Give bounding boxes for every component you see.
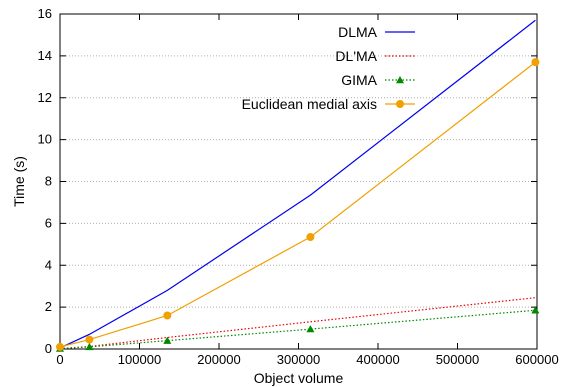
series-1 bbox=[59, 297, 536, 350]
series-3 bbox=[56, 58, 540, 351]
axis-ticks: 0 2 4 6 8 10 12 14 16 0 100000 200000 300000 400000 50… bbox=[38, 6, 559, 367]
data-point bbox=[531, 306, 540, 314]
series-layer bbox=[56, 19, 540, 352]
x-tick-label: 0 bbox=[56, 352, 63, 367]
grid-lines bbox=[60, 55, 537, 308]
series-line bbox=[59, 297, 536, 350]
legend-entry-0: DLMA bbox=[338, 24, 415, 40]
data-point bbox=[56, 342, 64, 351]
x-tick-label: 100000 bbox=[118, 352, 161, 367]
x-tick-label: 600000 bbox=[515, 352, 558, 367]
legend-entry-3: Euclidean medial axis bbox=[242, 96, 415, 112]
x-tick-label: 400000 bbox=[356, 352, 399, 367]
legend-label: GIMA bbox=[341, 72, 377, 88]
series-0 bbox=[59, 19, 536, 349]
x-tick-label: 200000 bbox=[197, 352, 240, 367]
y-tick-label: 6 bbox=[45, 215, 52, 230]
data-point bbox=[163, 336, 172, 344]
y-tick-label: 12 bbox=[38, 90, 52, 105]
series-line bbox=[59, 309, 536, 350]
data-point bbox=[85, 335, 94, 344]
legend-marker bbox=[396, 100, 404, 108]
y-tick-label: 2 bbox=[45, 299, 52, 314]
data-point bbox=[531, 58, 540, 67]
legend: DLMA DL'MA GIMA Euclidean medial axis bbox=[242, 24, 415, 112]
y-tick-label: 8 bbox=[45, 174, 52, 189]
y-tick-label: 0 bbox=[45, 341, 52, 356]
x-tick-label: 500000 bbox=[436, 352, 479, 367]
legend-label: Euclidean medial axis bbox=[242, 96, 377, 112]
legend-marker bbox=[396, 76, 404, 84]
legend-entry-2: GIMA bbox=[341, 72, 415, 88]
x-tick-label: 300000 bbox=[277, 352, 320, 367]
y-tick-label: 4 bbox=[45, 257, 52, 272]
x-axis-label: Object volume bbox=[254, 370, 344, 386]
series-line bbox=[59, 19, 536, 349]
legend-label: DLMA bbox=[338, 24, 378, 40]
y-tick-label: 14 bbox=[38, 48, 52, 63]
y-tick-label: 16 bbox=[38, 6, 52, 21]
data-point bbox=[306, 325, 315, 333]
data-point bbox=[85, 342, 94, 351]
y-tick-label: 10 bbox=[38, 132, 52, 147]
legend-entry-1: DL'MA bbox=[335, 48, 415, 64]
y-axis-label: Time (s) bbox=[11, 156, 27, 207]
data-point bbox=[163, 311, 172, 320]
data-point bbox=[306, 232, 315, 241]
series-2 bbox=[56, 306, 540, 352]
legend-label: DL'MA bbox=[335, 48, 377, 64]
